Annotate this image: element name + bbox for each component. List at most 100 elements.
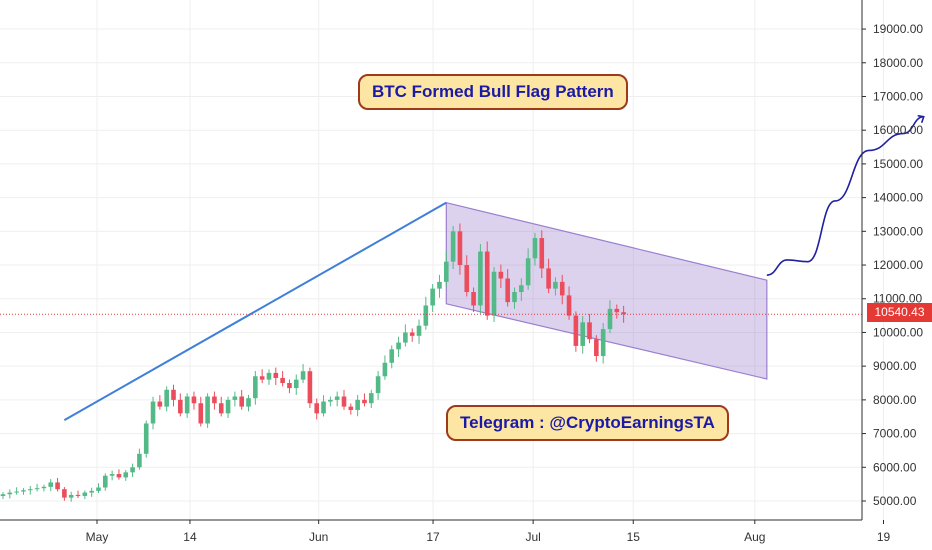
candle-body [491,271,497,316]
candle-body [232,396,238,400]
candle-body [273,372,279,378]
candle-body [0,494,6,497]
y-tick-label: 7000.00 [873,427,917,441]
candle-body [600,329,606,357]
candle-body [525,258,531,286]
candle-body [205,396,210,424]
candle-body [109,474,115,476]
candle-body [519,285,524,292]
x-tick-label: 15 [627,530,641,544]
candle-body [259,376,265,380]
candle-body [48,482,54,487]
candle-body [96,487,101,491]
candle-body [198,403,204,424]
drawing-lines [0,114,925,421]
x-tick-label: 19 [877,530,891,544]
candle-body [512,291,517,303]
y-tick-label: 12000.00 [873,258,923,272]
candle-body [314,403,320,414]
y-tick-label: 17000.00 [873,89,923,103]
candle-body [478,251,483,306]
y-tick-label: 16000.00 [873,123,923,137]
candle-body [430,288,435,306]
candle-body [341,396,347,407]
last-price-tag: 10540.43 [867,303,932,322]
candle-body [471,291,476,306]
candle-body [130,467,135,473]
candle-body [614,308,620,313]
flag-pole-line [63,201,447,421]
candle-body [375,376,381,394]
candle-body [403,332,408,343]
candle-body [68,494,74,498]
candle-body [7,492,13,495]
candle-body [62,489,67,498]
candle-body [171,389,176,400]
candle-body [594,339,599,357]
candle-body [239,396,244,407]
projection-arrowhead [917,114,925,123]
candle-body [191,396,197,404]
candle-body [437,281,442,289]
y-tick-label: 13000.00 [873,224,923,238]
candle-body [143,423,149,454]
candle-body [498,271,504,279]
candle-body [184,396,190,414]
candle-body [368,393,374,404]
candle-body [355,399,360,410]
x-tick-label: 17 [426,530,440,544]
pattern-title-note: BTC Formed Bull Flag Pattern [358,74,628,110]
y-tick-label: 10000.00 [873,325,923,339]
candle-body [484,251,490,316]
y-tick-label: 15000.00 [873,157,923,171]
candle-body [307,371,313,404]
y-tick-label: 11000.00 [873,292,922,306]
candle-body [218,403,224,414]
candle-body [546,268,551,289]
candle-body [444,261,449,282]
y-tick-label: 9000.00 [873,359,917,373]
candle-body [573,315,579,346]
candle-body [409,332,415,336]
candle-body [14,491,19,493]
telegram-note: Telegram : @CryptoEarningsTA [446,405,729,441]
candle-body [423,305,429,326]
candle-body [607,308,613,330]
y-tick-label: 5000.00 [873,494,917,508]
candle-body [266,372,272,380]
candle-body [532,238,538,259]
candle-body [89,490,94,493]
candle-body [464,265,470,292]
candle-body [75,494,81,496]
y-tick-label: 19000.00 [873,22,923,36]
candle-body [253,376,258,399]
candle-body [580,322,585,346]
candle-body [621,312,626,315]
candle-body [34,488,40,490]
y-tick-label: 14000.00 [873,191,923,205]
price-axis[interactable]: 5000.00 6000.00 7000.00 8000.00 9000.00 10000… [862,22,923,508]
candle-body [157,401,163,407]
candle-body [82,492,88,496]
candle-body [505,278,510,303]
candle-body [55,482,60,490]
candle-body [178,399,183,414]
x-tick-label: Aug [744,530,765,544]
candle-body [212,396,217,404]
time-axis[interactable]: May 14 Jun 17 Jul 15 Aug 19 [86,520,891,544]
candle-body [348,406,354,410]
candlesticks [0,223,626,502]
candle-body [116,474,122,478]
candle-body [21,490,26,492]
candle-body [389,349,395,363]
candle-body [450,231,456,262]
candle-body [103,475,108,488]
candle-body [553,281,558,289]
y-tick-label: 6000.00 [873,460,917,474]
candle-body [280,377,285,384]
candle-body [587,322,592,340]
candle-body [164,389,169,407]
candle-body [287,383,292,389]
candle-body [457,231,463,266]
candle-body [41,486,47,489]
